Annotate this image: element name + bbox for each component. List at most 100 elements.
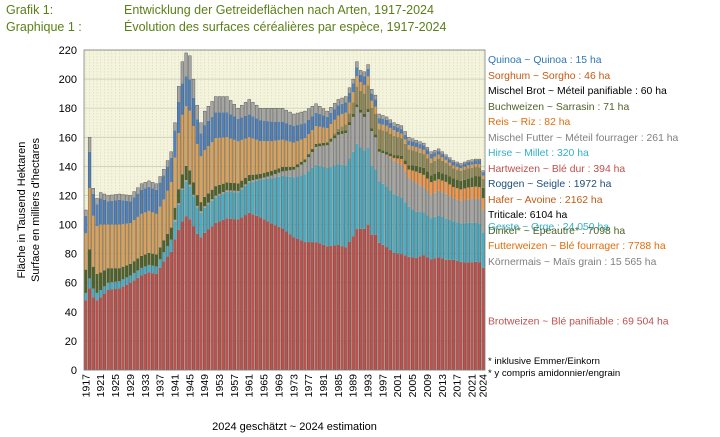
bar-segment <box>184 180 188 182</box>
bar-segment <box>448 159 452 163</box>
bar-segment <box>400 129 403 134</box>
bar-segment <box>288 112 292 125</box>
bar-segment <box>88 137 92 152</box>
bar-segment <box>459 261 463 370</box>
bar-segment <box>154 266 158 274</box>
y-tick-label: 140 <box>59 161 77 173</box>
bar-segment <box>385 131 389 152</box>
bar-segment <box>440 180 444 193</box>
bar-segment <box>180 61 184 84</box>
bar-segment <box>88 249 92 279</box>
x-tick-label: 2013 <box>437 374 449 398</box>
bar-segment <box>448 219 452 260</box>
bar-segment <box>392 122 396 126</box>
bar-segment <box>99 272 103 290</box>
bar-segment <box>429 259 433 370</box>
bar-segment <box>466 165 470 169</box>
bar-segment <box>180 189 184 222</box>
bar-segment <box>348 92 351 103</box>
bar-segment <box>325 167 329 247</box>
x-tick-label: 1965 <box>259 374 271 398</box>
bar-segment <box>359 228 363 370</box>
bar-segment <box>199 202 203 212</box>
bar-segment <box>154 273 158 370</box>
bar-segment <box>422 174 426 188</box>
bar-segment <box>206 202 210 205</box>
bar-segment <box>136 187 140 194</box>
bar-segment <box>433 160 437 174</box>
bar-segment <box>140 189 143 214</box>
bar-segment <box>466 168 470 179</box>
bar-segment <box>184 181 188 217</box>
bar-segment <box>340 164 344 247</box>
bar-segment <box>477 262 481 370</box>
bar-segment <box>284 176 288 232</box>
bar-segment <box>463 223 467 263</box>
bar-segment <box>270 175 273 179</box>
bar-segment <box>195 207 199 234</box>
bar-segment <box>214 222 218 370</box>
bar-segment <box>102 224 106 271</box>
bar-segment <box>318 126 322 144</box>
bar-segment <box>236 190 240 193</box>
bar-segment <box>411 138 415 141</box>
bar-segment <box>381 115 385 120</box>
bar-segment <box>110 200 114 225</box>
bar-segment <box>199 133 203 157</box>
bar-segment <box>463 169 467 180</box>
y-tick-label: 40 <box>65 307 77 319</box>
bar-segment <box>366 64 370 69</box>
bar-segment <box>351 83 355 93</box>
bar-segment <box>166 245 169 257</box>
bar-segment <box>444 181 448 194</box>
bar-segment <box>236 192 240 220</box>
bar-segment <box>477 161 481 165</box>
bar-segment <box>344 133 348 166</box>
bar-segment <box>355 76 359 87</box>
bar-segment <box>303 159 307 163</box>
bar-segment <box>117 224 121 269</box>
legend-entry: Hirse ~ Millet : 320 ha <box>488 148 589 159</box>
bar-segment <box>377 151 381 182</box>
bar-segment <box>366 76 370 86</box>
bar-segment <box>374 99 377 107</box>
bar-segment <box>99 297 103 370</box>
bar-segment <box>229 138 233 183</box>
bar-segment <box>292 166 296 170</box>
bar-segment <box>199 122 203 134</box>
bar-segment <box>437 149 441 151</box>
bar-segment <box>281 108 285 122</box>
bar-segment <box>351 114 355 117</box>
legend-entry: Sorghum ~ Sorgho : 46 ha <box>488 70 611 82</box>
bar-segment <box>117 288 121 370</box>
bar-segment <box>188 186 192 220</box>
bar-segment <box>377 123 381 130</box>
title-de: Grafik 1: Entwicklung der Getreideflächen… <box>6 3 606 20</box>
x-tick-label: 1921 <box>95 374 107 398</box>
bar-segment <box>299 240 303 370</box>
bar-segment <box>84 300 88 370</box>
bar-segment <box>422 255 426 370</box>
bar-segment <box>403 131 407 135</box>
bar-segment <box>296 125 299 142</box>
bar-segment <box>266 121 270 142</box>
bar-segment <box>203 125 207 151</box>
bar-segment <box>188 110 192 171</box>
bar-segment <box>218 193 221 196</box>
bar-segment <box>203 206 207 208</box>
bar-segment <box>307 157 311 172</box>
bar-segment <box>121 224 125 267</box>
bar-segment <box>440 217 444 259</box>
bar-segment <box>203 111 207 126</box>
bar-segment <box>455 179 459 189</box>
x-tick-label: 1977 <box>303 374 315 398</box>
legend-entry: Dinkel* ~ Épeautre* : 7098 ha <box>488 225 626 237</box>
bar-segment <box>340 114 344 127</box>
bar-segment <box>403 164 407 172</box>
y-axis-label-de: Fläche in Tausend Hektaren <box>16 142 28 279</box>
bar-segment <box>214 195 218 198</box>
bar-segment <box>429 194 433 219</box>
bar-segment <box>180 83 184 115</box>
x-tick-label: 1981 <box>318 374 330 398</box>
bar-segment <box>470 187 474 199</box>
